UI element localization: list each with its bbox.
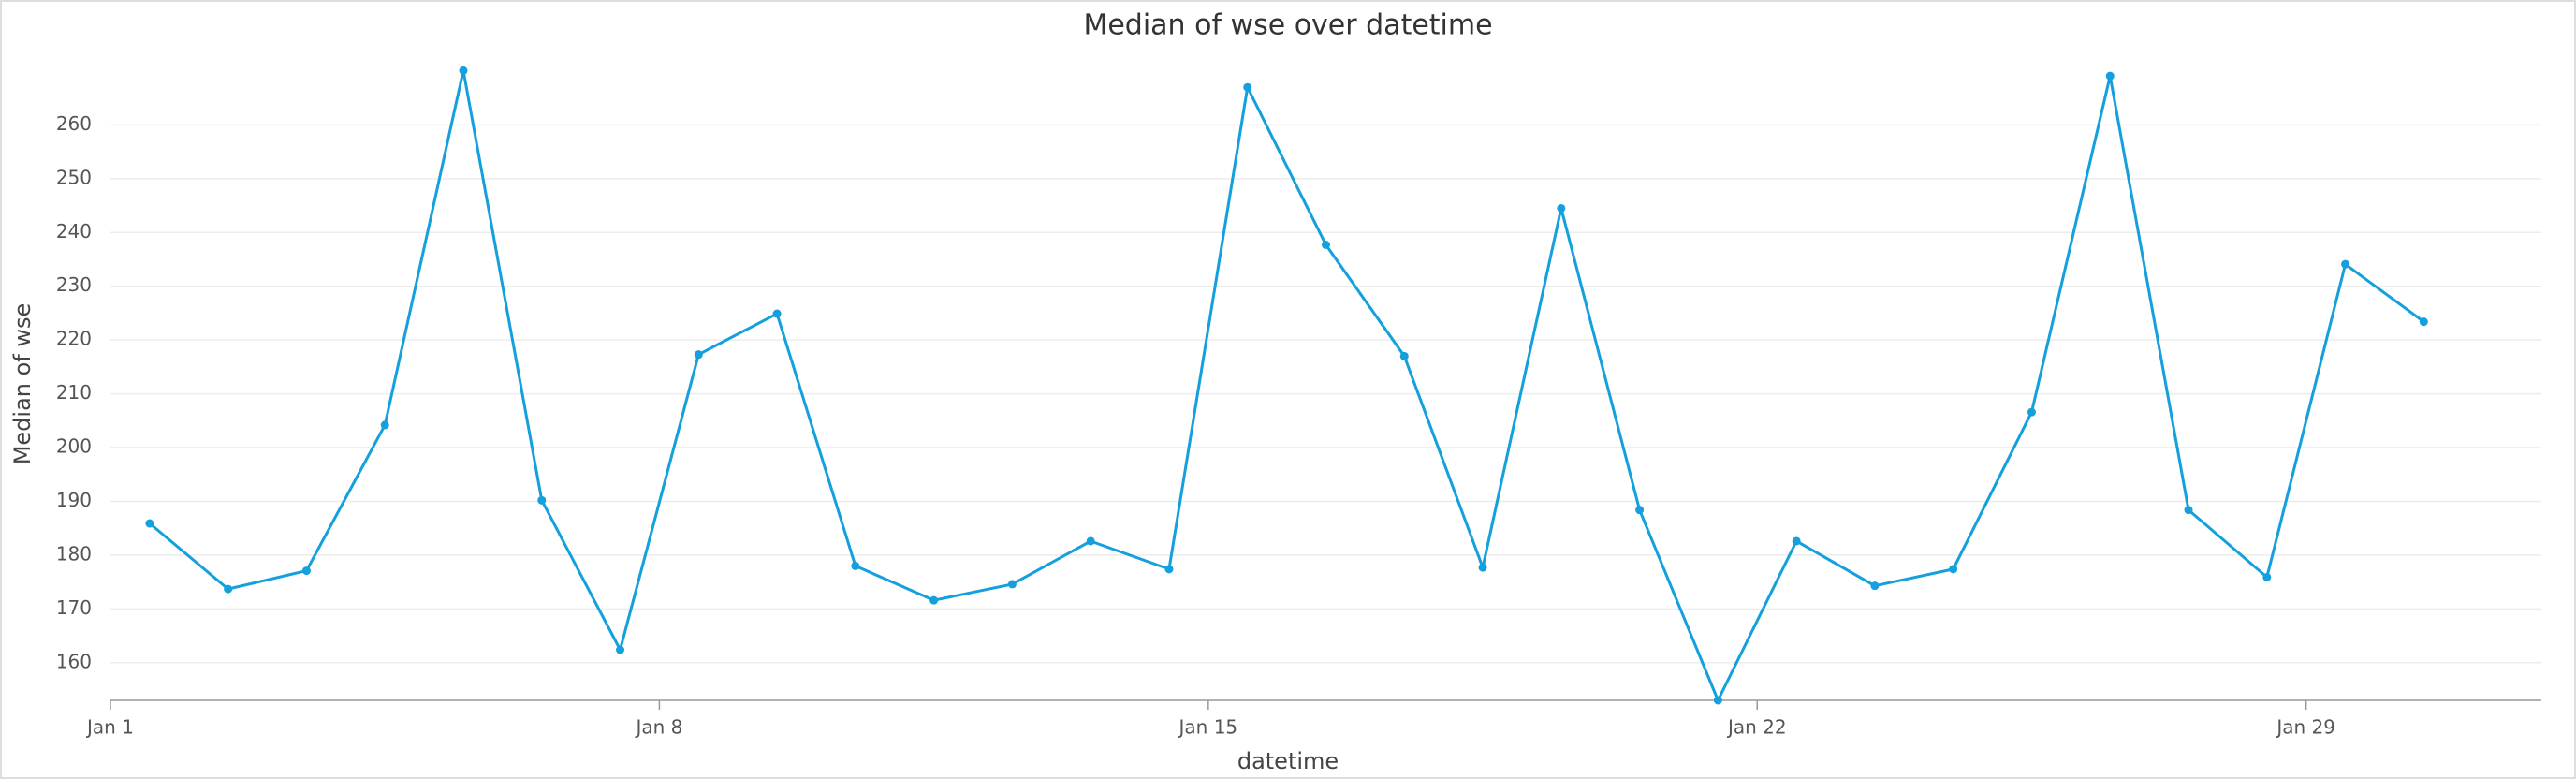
y-tick-label: 210: [56, 381, 92, 404]
y-tick-label: 230: [56, 273, 92, 296]
y-tick-label: 200: [56, 435, 92, 458]
point: [1399, 351, 1409, 360]
x-tick-label: Jan 1: [85, 716, 134, 739]
x-axis-title: datetime: [1237, 748, 1339, 774]
point: [2262, 572, 2272, 581]
point: [2341, 259, 2350, 269]
y-tick-label: 260: [56, 112, 92, 135]
point: [224, 584, 233, 594]
y-tick-label: 170: [56, 596, 92, 619]
y-tick-label: 220: [56, 328, 92, 350]
point: [2105, 71, 2115, 81]
point: [537, 495, 547, 505]
y-tick-label: 180: [56, 542, 92, 565]
point: [694, 350, 703, 360]
point: [851, 561, 860, 570]
point: [1322, 241, 1330, 249]
point: [616, 645, 625, 654]
point: [1164, 565, 1174, 574]
point: [380, 420, 389, 430]
point: [145, 519, 154, 528]
y-axis-title: Median of wse: [9, 303, 36, 465]
x-tick-label: Jan 22: [1726, 716, 1787, 739]
chart-title: Median of wse over datetime: [1083, 9, 1492, 42]
y-tick-label: 240: [56, 220, 92, 243]
x-tick-label: Jan 8: [634, 716, 682, 739]
point: [1792, 536, 1801, 546]
point: [772, 309, 782, 318]
line: [148, 68, 2425, 702]
y-tick-label: 250: [56, 166, 92, 188]
x-tick-label: Jan 15: [1178, 716, 1238, 739]
point: [1949, 565, 1958, 574]
x-tick-label: Jan 29: [2275, 716, 2335, 739]
point: [1007, 580, 1017, 589]
point: [2184, 506, 2193, 515]
point: [2419, 317, 2428, 327]
point: [1557, 203, 1566, 213]
y-tick-label: 160: [56, 650, 92, 672]
point: [1478, 563, 1487, 572]
point: [2027, 407, 2036, 417]
point: [929, 595, 939, 605]
point: [1870, 581, 1880, 591]
y-tick-label: 190: [56, 489, 92, 511]
point: [301, 566, 311, 576]
point: [459, 66, 468, 75]
point: [1713, 696, 1722, 705]
point: [1086, 536, 1095, 546]
point: [1243, 82, 1252, 92]
point: [1635, 506, 1645, 515]
